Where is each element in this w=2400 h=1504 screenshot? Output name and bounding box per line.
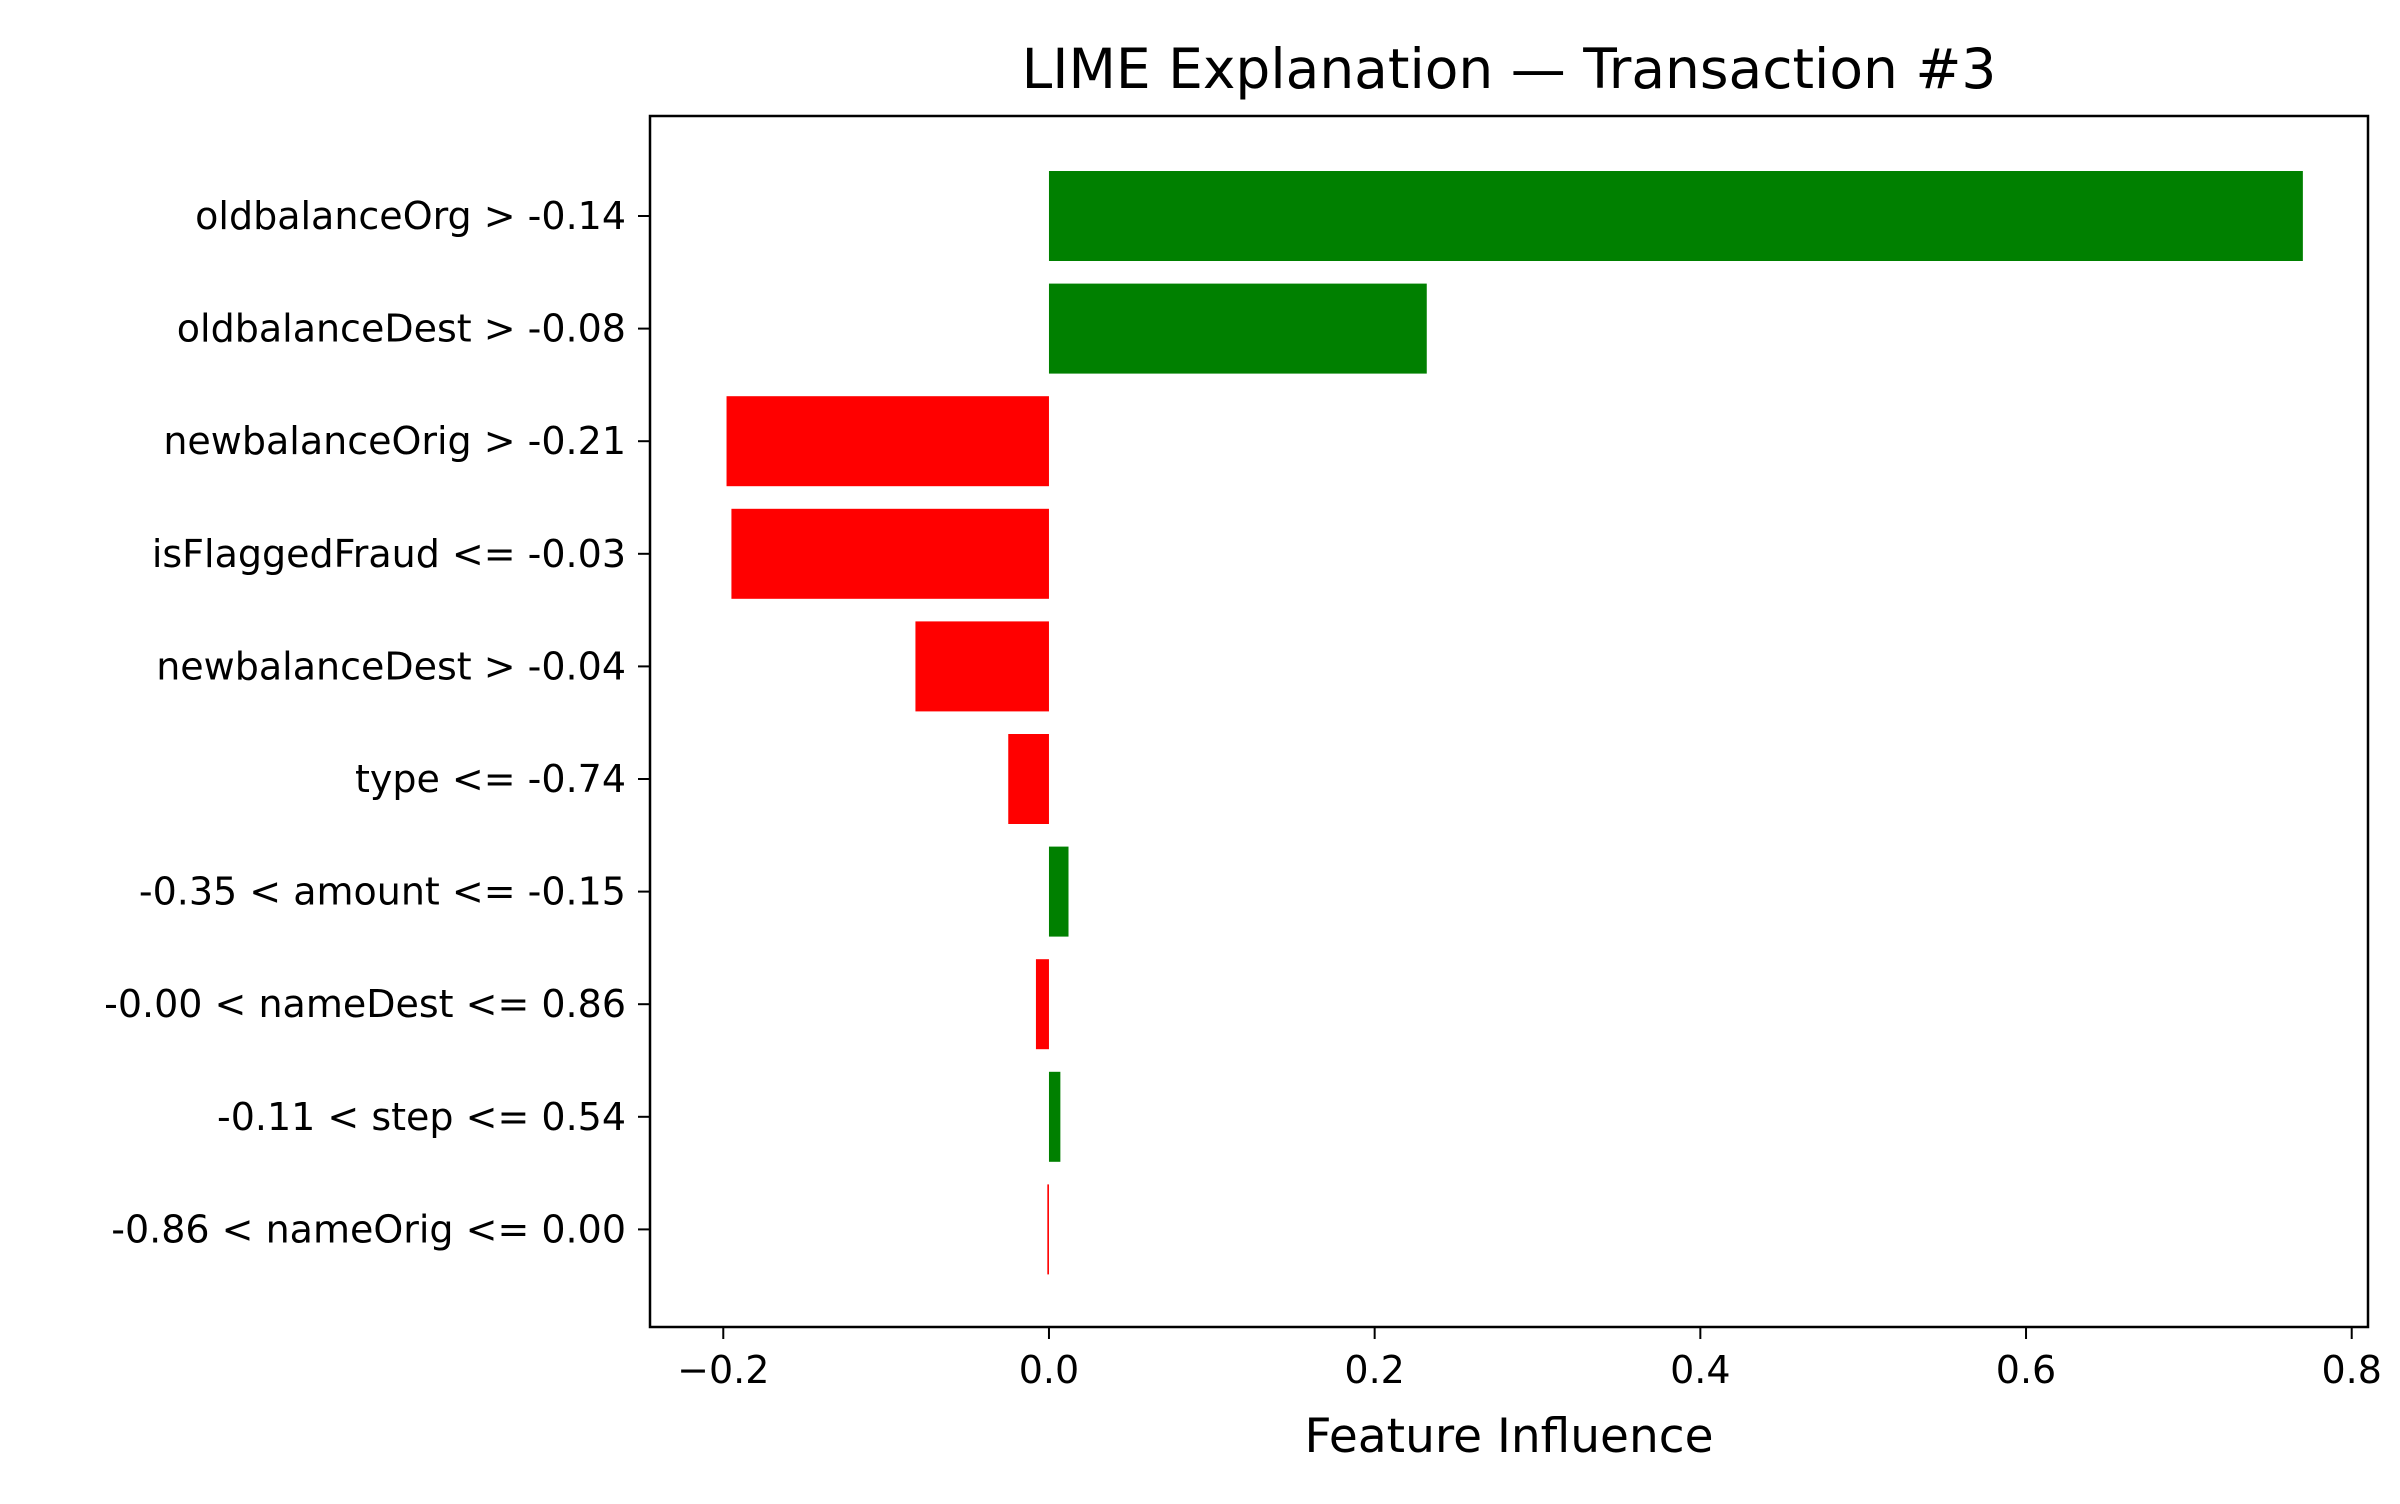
bar bbox=[915, 621, 1049, 712]
bar bbox=[1048, 1071, 1061, 1162]
y-tick-label: -0.86 < nameOrig <= 0.00 bbox=[111, 1207, 626, 1251]
bar bbox=[726, 396, 1049, 487]
y-tick-label: newbalanceDest > -0.04 bbox=[156, 644, 626, 688]
x-axis-label: Feature Influence bbox=[1304, 1409, 1713, 1464]
y-tick-label: oldbalanceOrg > -0.14 bbox=[195, 194, 626, 238]
x-tick-label: 0.6 bbox=[1996, 1348, 2056, 1392]
chart-title: LIME Explanation — Transaction #3 bbox=[1022, 37, 1997, 101]
bar bbox=[731, 508, 1049, 599]
y-tick-label: -0.11 < step <= 0.54 bbox=[217, 1095, 626, 1139]
x-ticks-layer: −0.2 0.0 0.2 0.4 0.6 0.8 bbox=[677, 1327, 2382, 1392]
y-tick-label: type <= -0.74 bbox=[355, 757, 626, 801]
x-tick-label: −0.2 bbox=[677, 1348, 769, 1392]
y-tick-label: newbalanceOrig > -0.21 bbox=[163, 419, 626, 463]
x-tick-label: 0.0 bbox=[1019, 1348, 1079, 1392]
x-tick-label: 0.2 bbox=[1344, 1348, 1404, 1392]
y-ticks-layer: oldbalanceOrg > -0.14 oldbalanceDest > -0… bbox=[104, 194, 650, 1251]
bar bbox=[1035, 959, 1049, 1050]
bars-layer bbox=[726, 171, 2303, 1275]
bar bbox=[1048, 846, 1069, 937]
x-tick-label: 0.4 bbox=[1670, 1348, 1730, 1392]
bar bbox=[1048, 283, 1427, 374]
x-tick-label: 0.8 bbox=[2321, 1348, 2381, 1392]
plot-frame bbox=[648, 114, 2370, 1329]
y-tick-label: isFlaggedFraud <= -0.03 bbox=[152, 532, 626, 576]
bar bbox=[1048, 171, 2303, 261]
y-tick-label: -0.00 < nameDest <= 0.86 bbox=[104, 982, 626, 1026]
y-tick-label: oldbalanceDest > -0.08 bbox=[177, 307, 626, 351]
bar bbox=[1047, 1184, 1049, 1275]
y-tick-label: -0.35 < amount <= -0.15 bbox=[139, 870, 626, 914]
bar bbox=[1008, 734, 1049, 824]
